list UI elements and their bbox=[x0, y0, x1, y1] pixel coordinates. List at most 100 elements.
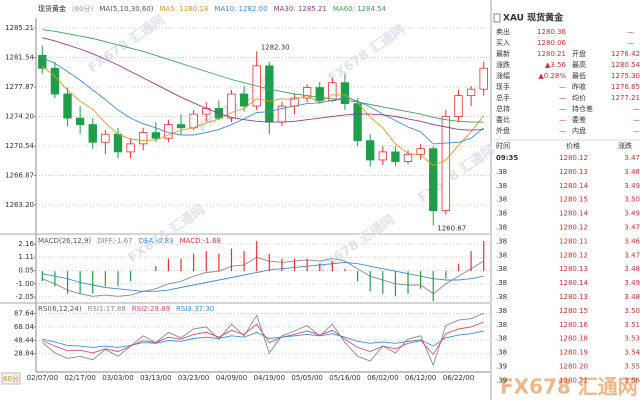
candle-body bbox=[50, 67, 60, 95]
quote-label: 内盘 bbox=[572, 126, 586, 135]
trade-cell: 3.53 bbox=[624, 335, 640, 343]
candle-body bbox=[454, 95, 463, 117]
quote-value: ▲3.56 bbox=[545, 61, 567, 69]
candle-body bbox=[353, 103, 362, 142]
x-tick-label: 03/23/00 bbox=[178, 374, 209, 382]
trade-cell: 1280.14 bbox=[559, 279, 588, 287]
series-line bbox=[42, 57, 484, 145]
y-tick-label: 1285.21 bbox=[5, 24, 34, 32]
trade-cell: 3.48 bbox=[624, 265, 640, 273]
candle-body bbox=[113, 133, 123, 153]
trade-cell: 3.48 bbox=[624, 168, 640, 176]
trade-cell: 1280.15 bbox=[559, 196, 588, 204]
y-tick-label: 1281.54 bbox=[5, 53, 34, 61]
trade-cell: .38 bbox=[496, 335, 507, 343]
x-tick-label: 05/16/00 bbox=[329, 374, 360, 382]
y-tick-label: 1266.87 bbox=[5, 171, 34, 179]
x-tick-label: 06/12/00 bbox=[405, 374, 436, 382]
quote-value: 1280.06 bbox=[537, 39, 566, 47]
trade-cell: 1280.12 bbox=[559, 251, 588, 259]
y-tick-label: 48.44 bbox=[14, 336, 35, 344]
quote-value: — bbox=[559, 94, 566, 102]
candle-body bbox=[403, 153, 413, 162]
y-tick-label: -1.00 bbox=[16, 280, 34, 288]
candle-body bbox=[441, 116, 451, 212]
trade-cell: 3.54 bbox=[624, 349, 640, 357]
legend-entry: RSI1:17.88 bbox=[88, 305, 126, 313]
trade-cell: 1280.14 bbox=[559, 210, 588, 218]
quote-label: 外盘 bbox=[496, 126, 510, 135]
high-label: 1282.30 bbox=[261, 43, 290, 51]
trade-cell: .39 bbox=[496, 363, 507, 371]
quote-value: — bbox=[559, 83, 566, 91]
trade-cell: 3.47 bbox=[624, 251, 640, 259]
y-tick-label: 2.16 bbox=[18, 240, 34, 248]
x-tick-label: 03/03/00 bbox=[102, 374, 133, 382]
period-button[interactable] bbox=[1, 372, 21, 385]
candle-body bbox=[429, 148, 438, 212]
quote-label: 现手 bbox=[496, 82, 510, 91]
trade-cell: .38 bbox=[496, 321, 507, 329]
trade-cell: 3.47 bbox=[624, 154, 640, 162]
quote-value: — bbox=[627, 39, 634, 47]
x-tick-label: 02/07/00 bbox=[27, 374, 58, 382]
trade-cell: 09:35 bbox=[496, 154, 518, 162]
x-tick-label: 06/22/00 bbox=[443, 374, 474, 382]
trade-cell: 1280.14 bbox=[559, 182, 588, 190]
candle-body bbox=[227, 93, 236, 119]
legend-entry: 现货黄金 bbox=[38, 4, 66, 13]
trades-header: 涨跌 bbox=[618, 141, 632, 150]
legend-entry: DEA:-0.83 bbox=[139, 237, 174, 245]
trade-cell: .38 bbox=[496, 279, 507, 287]
series-line bbox=[42, 256, 484, 297]
y-tick-label: 1274.20 bbox=[5, 113, 34, 121]
candle-body bbox=[176, 124, 186, 129]
candle-body bbox=[328, 82, 337, 101]
quote-label: 委差 bbox=[572, 115, 586, 124]
trade-cell: 1280.13 bbox=[559, 293, 588, 301]
candle-body bbox=[239, 93, 249, 107]
quote-label: 均价 bbox=[572, 93, 586, 102]
trade-cell: .38 bbox=[496, 224, 507, 232]
x-tick-label: 04/19/00 bbox=[254, 374, 285, 382]
candle-body bbox=[75, 117, 85, 125]
series-line bbox=[42, 321, 484, 356]
quote-value: ▲0.28% bbox=[538, 72, 566, 80]
quote-label: 昨收 bbox=[572, 82, 586, 91]
trade-cell: 1280.12 bbox=[559, 154, 588, 162]
quote-label: 最高 bbox=[572, 60, 586, 69]
y-tick-label: 1.11 bbox=[18, 253, 34, 261]
trade-cell: 1280.13 bbox=[559, 265, 588, 273]
candle-body bbox=[151, 132, 160, 139]
candle-body bbox=[88, 124, 97, 143]
legend-entry: DIFF:-1.67 bbox=[97, 237, 132, 245]
period-label[interactable]: 60分 bbox=[3, 374, 19, 383]
trade-cell: 3.56 bbox=[624, 376, 640, 384]
trade-cell: .39 bbox=[496, 376, 507, 384]
trade-cell: 1280.19 bbox=[559, 349, 588, 357]
trade-cell: 1280.12 bbox=[559, 224, 588, 232]
x-tick-label: 05/05/00 bbox=[291, 374, 322, 382]
trades-header: 时间 bbox=[496, 141, 510, 150]
trade-cell: .38 bbox=[496, 251, 507, 259]
trade-cell: 1280.21 bbox=[559, 376, 588, 384]
y-tick-label: 28.84 bbox=[14, 350, 35, 358]
legend-entry: MACD:-1.68 bbox=[180, 237, 221, 245]
quote-value: 1276.42 bbox=[611, 50, 640, 58]
quote-label: 买入 bbox=[496, 39, 510, 47]
quote-value: — bbox=[633, 105, 640, 113]
y-tick-label: 0.05 bbox=[18, 267, 34, 275]
candle-body bbox=[391, 151, 400, 162]
candle-body bbox=[265, 65, 274, 123]
trade-cell: 3.50 bbox=[624, 307, 640, 315]
quote-label: 委比 bbox=[496, 115, 510, 124]
candle-body bbox=[378, 151, 387, 161]
quote-value: — bbox=[633, 116, 640, 124]
trade-cell: 3.55 bbox=[624, 363, 640, 371]
quote-value: 1280.21 bbox=[537, 50, 566, 58]
quote-value: — bbox=[559, 116, 566, 124]
legend-entry: RSI(6,12,24) bbox=[38, 305, 82, 313]
quote-label: 开盘 bbox=[572, 49, 586, 58]
